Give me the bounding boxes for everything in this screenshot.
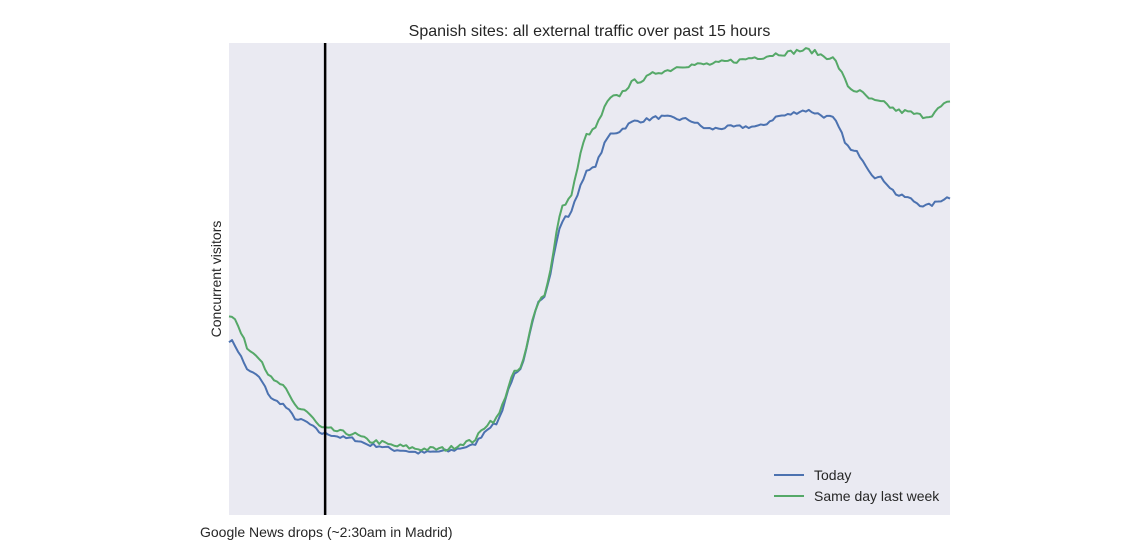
y-axis-label: Concurrent visitors xyxy=(208,221,224,338)
plot-area xyxy=(229,43,950,515)
legend-label-1: Same day last week xyxy=(814,488,940,504)
legend: Today Same day last week xyxy=(774,467,940,504)
chart-title: Spanish sites: all external traffic over… xyxy=(409,23,771,40)
series-lines xyxy=(228,47,951,455)
legend-label-0: Today xyxy=(814,467,851,483)
annotation-label: Google News drops (~2:30am in Madrid) xyxy=(200,524,453,540)
series-line-same-day-last-week xyxy=(228,47,951,452)
series-line-today xyxy=(228,108,951,455)
